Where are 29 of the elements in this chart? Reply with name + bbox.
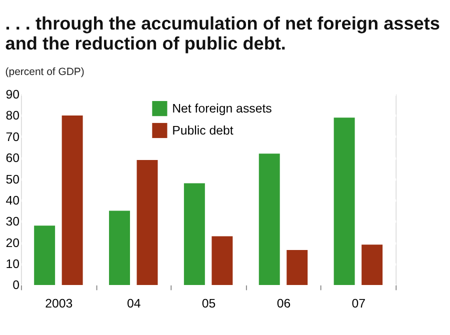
y-tick-label: 20 [6,236,20,250]
legend-label: Public debt [172,123,234,138]
y-tick-label: 50 [6,172,20,186]
x-tick-label: 07 [352,296,366,310]
x-tick-label: 05 [202,296,216,310]
x-tick-label: 04 [126,296,141,310]
x-tick-label: 06 [276,296,291,310]
y-tick-label: 30 [6,214,20,229]
bar [334,118,355,285]
bar [212,236,233,285]
bar [109,210,130,285]
bar [286,250,308,285]
bar [258,154,280,285]
y-tick-label: 80 [6,108,20,123]
bar [62,115,83,285]
y-tick-label: 70 [6,130,20,144]
bar [136,160,158,285]
y-tick-label: 10 [6,257,20,272]
y-tick-label: 40 [6,193,20,208]
legend-label: Net foreign assets [172,101,272,116]
y-tick-label: 90 [6,88,20,102]
y-tick-label: 0 [12,278,20,292]
bar [362,244,383,285]
x-tick-label: 2003 [45,296,73,310]
y-axis-title: (percent of GDP) [5,67,84,78]
chart-title: . . . through the accumulation of net foreign assets and the reduction of public debt. [5,13,440,54]
bar [34,226,56,285]
bar [184,183,205,285]
y-tick-label: 60 [6,151,20,166]
